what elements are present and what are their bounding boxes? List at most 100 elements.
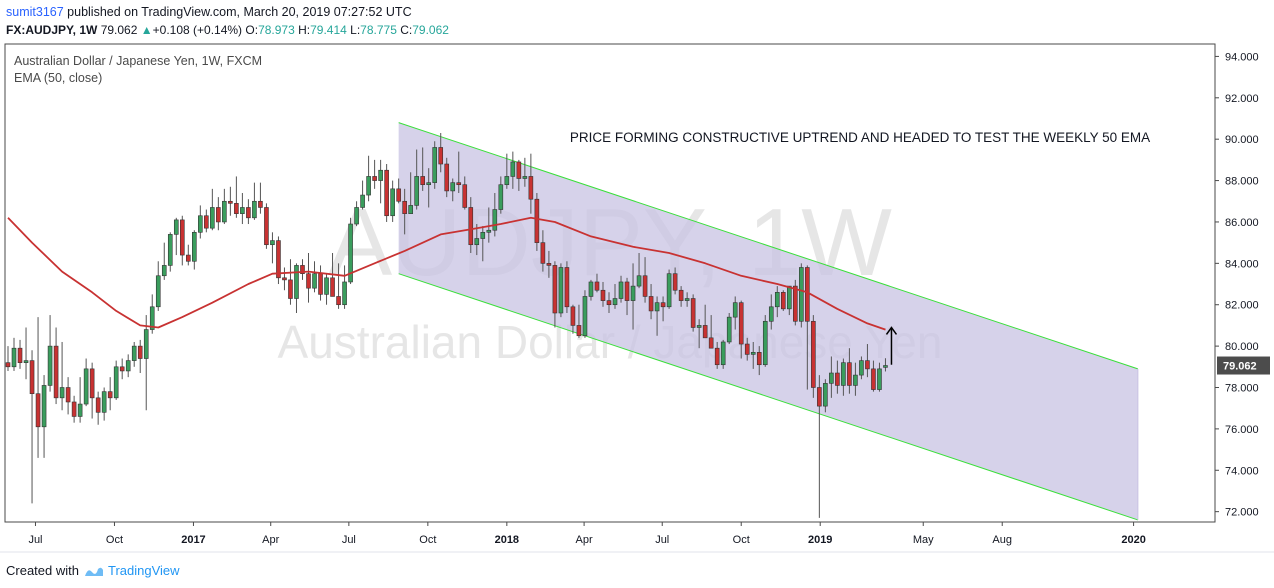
candle-body	[264, 207, 269, 246]
candle-body	[516, 161, 522, 179]
candle-body	[336, 296, 341, 306]
low-value: 78.775	[360, 23, 397, 37]
candle-body	[600, 289, 606, 301]
candle-body	[378, 169, 383, 181]
candle-body	[77, 403, 83, 417]
high-label: H:	[298, 23, 311, 37]
candle-body	[167, 234, 173, 266]
candle-body	[468, 207, 474, 246]
candle-body	[793, 285, 798, 322]
candle-body	[510, 161, 516, 177]
footer: Created with TradingView	[6, 563, 180, 578]
symbol-bar: FX:AUDJPY, 1W 79.062 ▲+0.108 (+0.14%) O:…	[6, 23, 449, 37]
tradingview-brand[interactable]: TradingView	[107, 563, 180, 578]
candle-body	[258, 200, 263, 208]
candle-body	[684, 298, 690, 301]
candle-body	[372, 176, 377, 181]
candle-body	[696, 325, 702, 328]
candle-body	[192, 232, 197, 262]
candle-body	[630, 285, 636, 301]
x-tick-label: 2019	[808, 534, 832, 546]
candle-body	[125, 360, 131, 372]
candle-body	[270, 240, 275, 246]
x-tick-label: Jul	[342, 534, 356, 546]
candle-body	[312, 273, 317, 289]
candle-body	[252, 200, 257, 219]
candle-body	[750, 352, 756, 355]
x-tick-label: Apr	[262, 534, 279, 546]
candle-body	[95, 397, 101, 413]
y-tick-label: 82.000	[1225, 300, 1259, 312]
high-value: 79.414	[310, 23, 347, 37]
tradingview-logo-icon	[84, 567, 103, 576]
candle-body	[396, 188, 401, 202]
y-tick-label: 78.000	[1225, 382, 1259, 394]
candle-body	[606, 300, 612, 306]
candle-body	[702, 325, 708, 339]
last-price: 79.062	[100, 23, 138, 37]
channel-upper-line	[398, 122, 1139, 370]
candle-body	[354, 207, 359, 225]
candle-body	[786, 285, 792, 310]
candle-body	[384, 169, 389, 217]
candle-body	[35, 393, 41, 428]
symbol-name: FX:AUDJPY, 1W	[6, 23, 98, 37]
ema-line	[7, 216, 886, 331]
candle-body	[450, 182, 456, 192]
candle-body	[738, 302, 744, 345]
candle-body	[672, 273, 678, 291]
y-tick-label: 88.000	[1225, 176, 1259, 188]
candle-body	[756, 352, 762, 366]
time-axis[interactable]: Jul Oct 2017 Apr Jul Oct 2018 Apr Jul Oct 2019 May A…	[28, 522, 1146, 546]
candle-body	[883, 365, 888, 368]
candle-body	[805, 267, 810, 322]
candle-body	[835, 372, 840, 386]
candle-body	[324, 277, 329, 295]
candle-body	[198, 215, 203, 233]
candle-body	[678, 289, 684, 301]
candle-body	[179, 219, 185, 256]
y-tick-label: 84.000	[1225, 258, 1259, 270]
candle-body	[690, 298, 696, 328]
x-tick-label: 2020	[1121, 534, 1145, 546]
candle-body	[402, 200, 407, 214]
candle-body	[234, 203, 239, 214]
candle-body	[528, 176, 534, 200]
regression-channel[interactable]	[398, 122, 1139, 521]
x-tick-label: Oct	[106, 534, 123, 546]
channel-lower-line	[398, 273, 1139, 521]
candle-body	[246, 207, 251, 219]
candle-body	[726, 316, 732, 343]
candle-body	[408, 205, 413, 214]
candle-body	[300, 265, 305, 274]
candle-body	[294, 265, 299, 299]
candle-body	[113, 366, 119, 399]
candle-body	[107, 391, 113, 399]
candle-body	[774, 292, 780, 308]
candle-body	[342, 281, 347, 306]
chart-annotation[interactable]: PRICE FORMING CONSTRUCTIVE UPTREND AND H…	[570, 130, 1150, 145]
open-label: O:	[245, 23, 259, 37]
price-axis[interactable]: 94.000 92.000 90.000 88.000 86.000 84.000 82.0…	[1215, 51, 1270, 519]
created-with-text: Created with	[6, 563, 79, 578]
candle-body	[877, 368, 882, 390]
candle-body	[366, 176, 371, 196]
author-link[interactable]: sumit3167	[6, 5, 64, 19]
y-tick-label: 94.000	[1225, 51, 1259, 63]
candle-body	[714, 347, 720, 366]
arrow-drawing[interactable]	[885, 326, 898, 365]
y-tick-label: 92.000	[1225, 93, 1259, 105]
y-tick-label: 86.000	[1225, 217, 1259, 229]
candle-body	[29, 360, 35, 395]
candle-body	[222, 200, 227, 223]
candle-body	[540, 242, 546, 264]
x-tick-label: 2018	[495, 534, 519, 546]
y-tick-label: 76.000	[1225, 424, 1259, 436]
price-change: +0.108 (+0.14%)	[152, 23, 243, 37]
y-tick-label: 74.000	[1225, 465, 1259, 477]
candle-body	[456, 182, 462, 186]
candle-body	[438, 147, 444, 165]
y-tick-label: 80.000	[1225, 341, 1259, 353]
candle-body	[330, 277, 335, 297]
